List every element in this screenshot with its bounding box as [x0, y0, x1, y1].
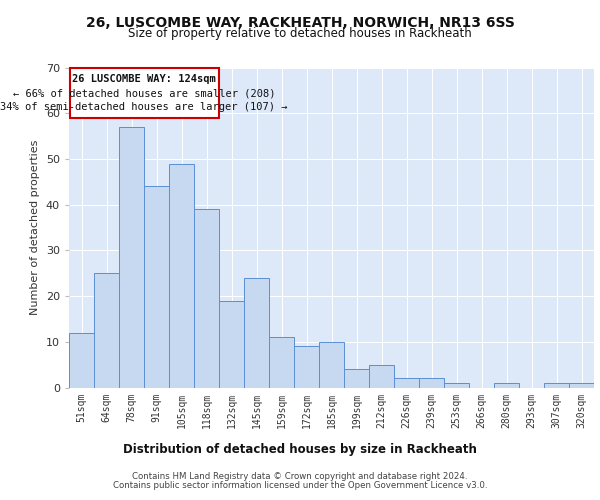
Text: 34% of semi-detached houses are larger (107) →: 34% of semi-detached houses are larger (… [0, 102, 288, 112]
Bar [444, 383, 469, 388]
Bar [394, 378, 419, 388]
Bar [369, 364, 394, 388]
Bar [219, 300, 244, 388]
Bar [194, 209, 219, 388]
Bar [294, 346, 319, 388]
Bar [269, 337, 294, 388]
Bar [244, 278, 269, 388]
Bar [169, 164, 194, 388]
Bar [319, 342, 344, 388]
Text: 26 LUSCOMBE WAY: 124sqm: 26 LUSCOMBE WAY: 124sqm [72, 74, 216, 85]
Text: Size of property relative to detached houses in Rackheath: Size of property relative to detached ho… [128, 27, 472, 40]
Bar [569, 383, 594, 388]
FancyBboxPatch shape [70, 68, 218, 118]
Bar [419, 378, 444, 388]
Text: Contains HM Land Registry data © Crown copyright and database right 2024.: Contains HM Land Registry data © Crown c… [132, 472, 468, 481]
Bar [344, 369, 369, 388]
Bar [69, 332, 94, 388]
Bar [494, 383, 519, 388]
Text: 26, LUSCOMBE WAY, RACKHEATH, NORWICH, NR13 6SS: 26, LUSCOMBE WAY, RACKHEATH, NORWICH, NR… [86, 16, 514, 30]
Bar [119, 127, 144, 388]
Bar [544, 383, 569, 388]
Bar [144, 186, 169, 388]
Text: Contains public sector information licensed under the Open Government Licence v3: Contains public sector information licen… [113, 481, 487, 490]
Text: Distribution of detached houses by size in Rackheath: Distribution of detached houses by size … [123, 442, 477, 456]
Text: ← 66% of detached houses are smaller (208): ← 66% of detached houses are smaller (20… [13, 88, 275, 98]
Y-axis label: Number of detached properties: Number of detached properties [30, 140, 40, 315]
Bar [94, 273, 119, 388]
